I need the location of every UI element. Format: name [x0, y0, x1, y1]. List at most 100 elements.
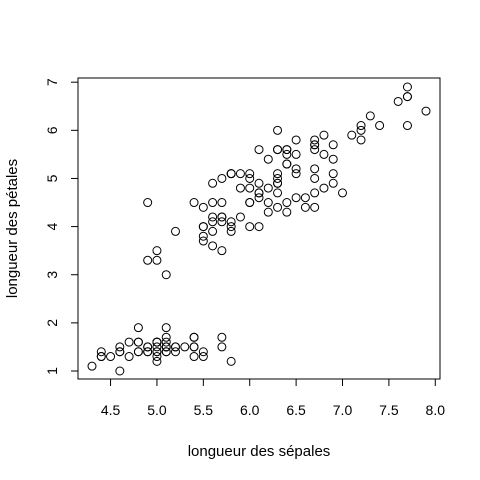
data-point: [263, 207, 273, 217]
data-point: [171, 226, 180, 236]
data-point: [133, 337, 143, 347]
x-tick-label: 6.5: [286, 402, 306, 418]
data-point: [263, 183, 273, 193]
data-point: [310, 140, 320, 150]
data-point: [245, 169, 255, 179]
data-point: [180, 342, 190, 352]
data-point: [393, 96, 403, 106]
data-point: [198, 347, 208, 357]
data-point: [310, 202, 320, 212]
data-point: [198, 222, 208, 232]
data-point: [402, 121, 412, 131]
data-point: [226, 226, 236, 236]
data-point: [226, 356, 236, 366]
y-tick-label: 7: [44, 78, 60, 86]
data-point: [198, 202, 208, 212]
data-point: [273, 169, 283, 179]
data-point: [263, 154, 273, 164]
data-point: [273, 145, 283, 155]
data-point: [254, 193, 264, 203]
data-point: [152, 337, 162, 347]
data-point: [254, 145, 264, 155]
data-point: [217, 198, 227, 208]
data-point: [245, 183, 255, 193]
data-point: [226, 169, 236, 179]
data-point: [328, 154, 338, 164]
data-point: [245, 198, 255, 208]
data-point: [291, 149, 301, 159]
data-point: [161, 323, 171, 333]
data-point: [143, 198, 153, 208]
data-point: [319, 183, 329, 193]
data-point: [365, 111, 375, 121]
data-point: [273, 202, 283, 212]
data-point: [161, 347, 171, 357]
x-tick-label: 4.5: [101, 402, 121, 418]
data-point: [208, 217, 218, 227]
data-point: [282, 149, 292, 159]
data-point: [189, 332, 199, 342]
data-point: [133, 323, 143, 333]
data-point: [310, 188, 320, 198]
data-point: [263, 198, 273, 208]
data-point: [208, 198, 218, 208]
y-axis-label: longueur des pétales: [4, 159, 21, 298]
data-point: [115, 347, 125, 357]
data-point: [273, 173, 283, 183]
data-point: [152, 246, 162, 256]
data-point: [347, 130, 357, 140]
x-tick-label: 5.5: [194, 402, 214, 418]
data-point: [208, 241, 218, 251]
data-point: [217, 173, 227, 183]
data-point: [254, 188, 264, 198]
data-point: [291, 164, 301, 174]
data-point: [115, 342, 125, 352]
data-point: [291, 135, 301, 145]
data-point: [115, 366, 125, 376]
data-point: [152, 356, 162, 366]
y-tick-label: 3: [44, 271, 60, 279]
data-point: [273, 178, 283, 188]
data-point: [161, 337, 171, 347]
data-point: [124, 352, 134, 362]
data-point: [338, 188, 347, 198]
data-point: [310, 164, 320, 174]
data-point: [171, 347, 180, 357]
data-point: [161, 332, 171, 342]
x-tick-label: 5.0: [147, 402, 167, 418]
x-axis-label: longueur des sépales: [188, 443, 331, 460]
y-tick-label: 5: [44, 174, 60, 182]
data-point: [402, 92, 412, 102]
data-point: [96, 347, 106, 357]
y-tick-label: 2: [44, 319, 60, 327]
data-point: [421, 106, 431, 116]
y-axis: 1 2 3 4 5 6 7: [44, 78, 79, 375]
data-point: [254, 178, 264, 188]
data-point: [235, 169, 245, 179]
data-point: [161, 342, 171, 352]
data-point: [319, 149, 329, 159]
data-point: [282, 198, 292, 208]
data-point: [300, 202, 310, 212]
x-tick-label: 8.0: [426, 402, 446, 418]
data-point: [189, 342, 199, 352]
data-point: [310, 135, 320, 145]
data-point: [235, 183, 245, 193]
data-point: [161, 270, 171, 280]
data-point: [106, 352, 116, 362]
data-point: [328, 140, 338, 150]
data-point: [375, 121, 385, 131]
data-point: [143, 342, 153, 352]
data-point: [402, 82, 412, 92]
x-tick-label: 7.0: [333, 402, 353, 418]
y-tick-label: 4: [44, 222, 60, 230]
data-point: [356, 121, 366, 131]
data-point: [356, 125, 366, 135]
data-point: [87, 361, 97, 371]
data-point: [152, 255, 162, 265]
data-points: [87, 82, 431, 376]
data-point: [282, 145, 292, 155]
data-point: [217, 217, 227, 227]
